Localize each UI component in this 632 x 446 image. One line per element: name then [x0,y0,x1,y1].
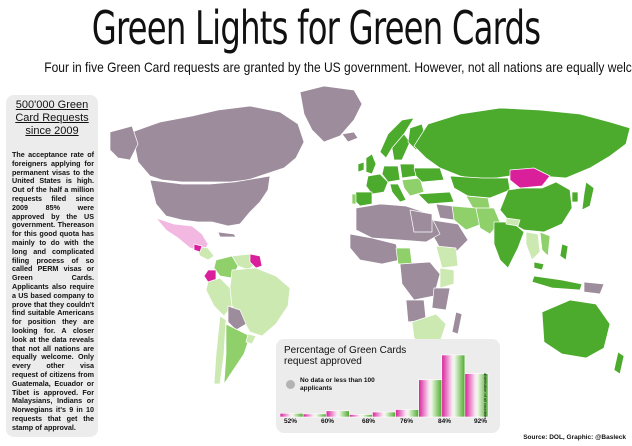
country-sweden [391,133,411,161]
country-egypt [409,209,433,233]
country-chile [213,315,227,385]
country-russia [413,107,631,181]
country-malaysia [533,261,545,271]
legend-tick: 60% [321,418,335,425]
country-brazil [229,267,291,337]
info-panel-body: The acceptance rate of foreigners applyi… [12,150,94,432]
country-turkey [417,191,455,205]
country-west-africa [349,233,401,265]
country-alaska [110,125,139,161]
country-ukraine [413,167,445,183]
legend-tick: 84% [438,418,452,425]
country-greenland [299,85,363,143]
country-uruguay [245,333,257,345]
legend-histogram [279,354,489,418]
country-spain [353,191,373,207]
info-panel: 500'000 Green Card Requests since 2009 T… [6,95,98,437]
country-usa [149,175,271,227]
country-balkans [401,177,425,197]
country-kazakhstan [449,175,511,199]
country-iceland [341,131,359,143]
country-kenya [439,267,455,289]
country-uk [365,153,377,175]
country-poland [399,163,417,179]
country-italy [389,183,407,203]
country-papua [583,281,605,295]
country-east-africa [431,287,451,311]
country-mongolia [509,167,551,189]
page-subtitle: Four in five Green Card requests are gra… [44,59,632,75]
country-ireland [357,161,365,173]
country-iraq-syria [435,203,455,221]
country-australia [541,299,611,359]
legend-tick: 92% [474,418,488,425]
country-guyana [249,253,263,269]
legend-tick: 52% [284,418,298,425]
legend-histogram-bar [464,373,489,418]
legend-vertical-label: distribution of all countries [483,373,488,420]
legend-tick: 68% [362,418,376,425]
country-japan [581,181,595,211]
country-guatemala [193,243,203,253]
legend-no-data-swatch [286,380,295,389]
country-cuba [217,231,237,238]
country-tibet-nepal [505,217,521,227]
country-canada [131,105,305,183]
country-nigeria [395,247,413,265]
country-vietnam [539,231,551,257]
legend-histogram-bar [349,414,373,418]
legend-histogram-bar [418,379,443,418]
legend-title: Percentage of Green Cards request approv… [284,345,407,367]
source-credit: Source: DOL, Graphic: @Basleck [523,434,626,441]
legend-histogram-bar [395,409,419,418]
country-india [493,221,525,269]
country-bolivia [227,305,247,331]
info-panel-heading: 500'000 Green Card Requests since 2009 [15,99,89,137]
legend-histogram-bar [372,411,396,418]
legend-no-data-label: No data or less than 100 applicants [300,377,375,392]
country-norway [379,117,415,159]
country-myanmar-thailand [525,231,541,261]
country-argentina [223,323,251,385]
country-new-zealand [613,351,625,375]
country-korea [571,191,579,203]
legend-histogram-bar [302,413,327,418]
country-portugal [351,193,357,205]
legend-histogram-bar [325,410,350,418]
country-indonesia [531,275,583,291]
country-madagascar [451,311,463,335]
legend-histogram-bar [279,412,304,418]
country-ethiopia [435,245,459,269]
legend-ticks: 52% 60% 68% 76% 84% 92% [276,418,500,430]
country-france [365,173,389,195]
page-title: Green Lights for Green Cards [91,1,541,55]
country-germany [381,165,401,183]
legend-tick: 76% [400,418,414,425]
map-legend: Percentage of Green Cards request approv… [276,339,500,433]
country-philippines [559,243,569,261]
world-map [110,85,631,385]
legend-histogram-bar [441,354,466,418]
